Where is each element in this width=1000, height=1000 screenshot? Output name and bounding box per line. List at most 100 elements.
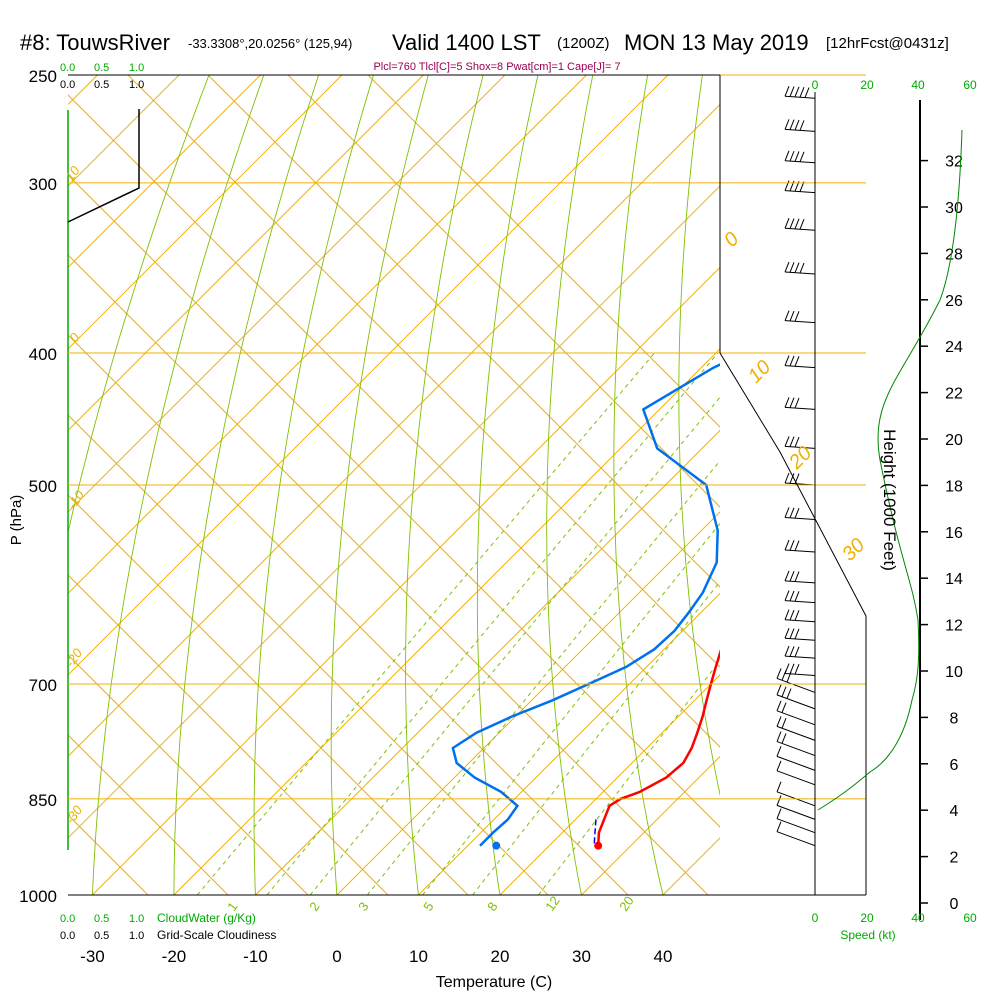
- station-coords: -33.3308°,20.0256° (125,94): [188, 36, 352, 51]
- barb-feather: [794, 86, 800, 98]
- barb-feather: [784, 218, 790, 229]
- cloudiness-tick-0: 0.0: [60, 79, 75, 91]
- speed-bottom-tick-2: 40: [911, 911, 925, 925]
- barb-feather: [789, 119, 795, 130]
- dry-adiabat-line: [405, 75, 484, 895]
- wind-barb: [784, 119, 816, 132]
- wind-barb: [784, 539, 816, 553]
- barb-feather: [794, 646, 800, 657]
- barb-staff: [776, 818, 816, 834]
- barb-feather: [794, 218, 800, 230]
- pressure-tick-label: 850: [29, 791, 57, 810]
- isotherm-label: 10: [744, 356, 775, 387]
- barb-feather: [784, 397, 790, 408]
- surface-temp-point: [594, 841, 603, 850]
- isotherm-line: [173, 348, 720, 895]
- wind-barb: [784, 397, 816, 410]
- temperature-line: [596, 649, 720, 846]
- wind-barb: [784, 645, 816, 659]
- wind-barb: [776, 684, 816, 710]
- temperature-tick-label: 20: [490, 947, 509, 966]
- barb-feather: [781, 733, 787, 744]
- isotherm-line: [68, 185, 720, 839]
- pressure-tick-label: 700: [29, 676, 57, 695]
- dry-adiabat-line: [330, 75, 429, 895]
- barb-feather: [794, 571, 800, 582]
- barb-feather: [784, 86, 790, 97]
- mixing-ratio-line: [196, 352, 655, 895]
- isotherm-line: [336, 511, 720, 895]
- height-tick-label: 18: [945, 478, 963, 495]
- isotherm-line: [417, 592, 720, 895]
- wind-barb: [784, 609, 816, 623]
- height-tick-label: 32: [945, 154, 963, 171]
- height-tick-label: 16: [945, 525, 963, 542]
- mixing-ratio-label: 8: [484, 899, 500, 914]
- wind-barb: [776, 700, 816, 726]
- saturation-line: [287, 75, 720, 508]
- isotherm-line: [254, 429, 720, 895]
- barb-feather: [804, 87, 810, 98]
- mixing-ratio-label: 3: [355, 899, 371, 914]
- barb-staff: [784, 516, 816, 520]
- barb-feather: [784, 150, 790, 161]
- wind-barb: [776, 731, 816, 757]
- temperature-tick-label: 40: [653, 947, 672, 966]
- barb-feather: [784, 507, 790, 518]
- barb-feather: [784, 645, 790, 657]
- wind-barb: [784, 436, 816, 449]
- wind-barb: [784, 628, 816, 641]
- valid-time: Valid 1400 LST: [392, 30, 541, 55]
- barb-feather: [776, 700, 782, 712]
- wind-barb: [776, 716, 816, 741]
- height-tick-label: 24: [945, 339, 963, 356]
- cloudwater-label: CloudWater (g/Kg): [157, 911, 256, 925]
- height-tick-label: 26: [945, 293, 963, 310]
- barb-feather: [781, 702, 787, 713]
- barb-staff: [776, 831, 816, 847]
- mixing-ratio-label: 20: [616, 893, 637, 913]
- saturation-line: [68, 254, 709, 895]
- valid-date: MON 13 May 2019: [624, 30, 809, 55]
- wind-barb: [784, 86, 816, 99]
- wind-barb: [784, 261, 816, 275]
- barb-feather: [794, 540, 800, 551]
- mixing-ratio-line: [472, 580, 720, 895]
- barb-feather: [789, 646, 795, 657]
- wind-barb: [784, 218, 816, 231]
- dry-adiabat-line: [803, 51, 918, 924]
- barb-staff: [776, 741, 816, 757]
- barb-feather: [781, 718, 787, 729]
- barb-feather: [799, 120, 805, 131]
- saturation-line: [68, 334, 629, 895]
- pressure-tick-label: 500: [29, 477, 57, 496]
- barb-feather: [794, 262, 800, 273]
- mixing-ratio-label: 2: [306, 899, 322, 914]
- barb-feather: [776, 795, 782, 806]
- barb-feather: [794, 663, 800, 675]
- wind-barb: [776, 760, 816, 786]
- barb-feather: [784, 539, 790, 551]
- height-tick-label: 6: [950, 757, 959, 774]
- height-tick-label: 4: [950, 803, 959, 820]
- cloudwater-tick-2: 1.0: [129, 62, 144, 74]
- height-tick-label: 20: [945, 432, 963, 449]
- temperature-tick-label: 10: [409, 947, 428, 966]
- barb-feather: [789, 262, 795, 273]
- dry-adiabat-line: [476, 75, 539, 895]
- dry-adiabat-line: [678, 75, 720, 797]
- barb-feather: [789, 310, 795, 322]
- valid-utc: (1200Z): [557, 35, 610, 52]
- speed-bottom-tick-0: 0: [812, 911, 819, 925]
- dry-adiabat-line: [613, 75, 664, 895]
- speed-bottom-tick-3: 60: [963, 911, 977, 925]
- barb-staff: [784, 637, 816, 641]
- wind-barb: [784, 663, 816, 677]
- barb-feather: [789, 150, 795, 162]
- barb-feather: [781, 670, 787, 681]
- wind-barb: [776, 795, 816, 820]
- temperature-tick-label: -30: [80, 947, 105, 966]
- wind-barb: [776, 668, 816, 693]
- barb-feather: [789, 628, 795, 639]
